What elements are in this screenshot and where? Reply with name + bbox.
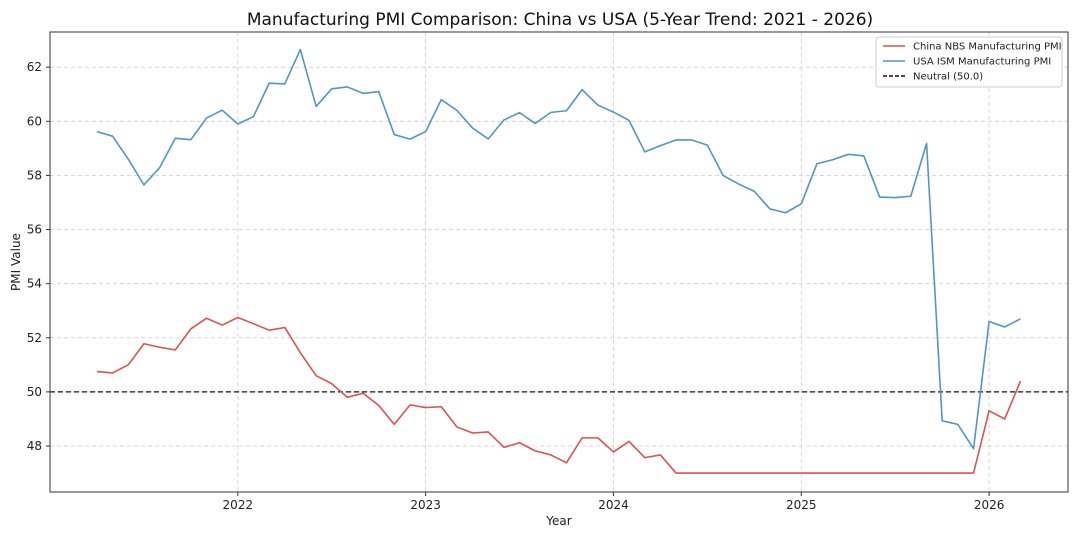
y-tick-label: 52 bbox=[27, 331, 42, 345]
y-axis-label: PMI Value bbox=[9, 233, 23, 291]
x-tick-label: 2026 bbox=[974, 498, 1005, 512]
x-axis-ticks: 2022 2023 2024 2025 2026 bbox=[223, 492, 1005, 512]
chart-title: Manufacturing PMI Comparison: China vs U… bbox=[247, 10, 873, 30]
legend-neutral-label: Neutral (50.0) bbox=[913, 72, 983, 83]
x-axis-label: Year bbox=[545, 514, 571, 528]
y-tick-label: 58 bbox=[27, 168, 42, 182]
y-tick-label: 60 bbox=[27, 114, 42, 128]
legend: China NBS Manufacturing PMI USA ISM Manuf… bbox=[875, 36, 1063, 88]
series-lines bbox=[96, 48, 1022, 474]
legend-china-label: China NBS Manufacturing PMI bbox=[913, 42, 1062, 53]
legend-box bbox=[875, 36, 1063, 88]
legend-entries: China NBS Manufacturing PMI USA ISM Manuf… bbox=[883, 42, 1062, 83]
plot-area-frame bbox=[49, 31, 1069, 493]
x-tick-label: 2022 bbox=[223, 498, 254, 512]
y-tick-label: 56 bbox=[27, 223, 42, 237]
usa-pmi-line bbox=[96, 48, 1021, 450]
y-tick-label: 54 bbox=[27, 277, 42, 291]
china-pmi-line bbox=[96, 316, 1022, 474]
y-tick-label: 50 bbox=[27, 385, 42, 399]
y-tick-label: 48 bbox=[27, 439, 42, 453]
grid bbox=[50, 32, 1068, 492]
x-tick-label: 2023 bbox=[410, 498, 441, 512]
legend-usa-label: USA ISM Manufacturing PMI bbox=[913, 57, 1051, 68]
x-tick-label: 2024 bbox=[598, 498, 629, 512]
y-axis-ticks: 48 50 52 54 56 58 60 62 bbox=[27, 60, 50, 453]
y-tick-label: 62 bbox=[27, 60, 42, 74]
x-tick-label: 2025 bbox=[786, 498, 817, 512]
